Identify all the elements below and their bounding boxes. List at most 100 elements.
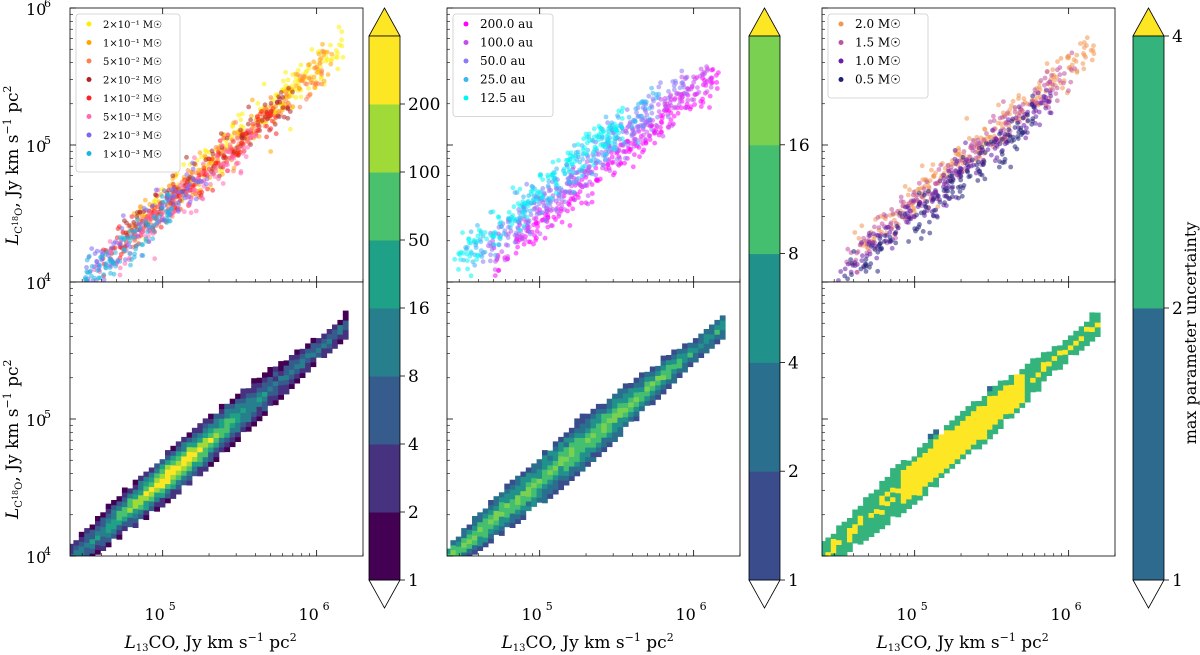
scatter-point bbox=[501, 231, 507, 236]
scatter-point bbox=[145, 221, 151, 227]
heatmap-cell bbox=[1084, 321, 1090, 327]
heatmap-cell bbox=[568, 471, 575, 477]
scatter-point bbox=[685, 97, 691, 103]
heatmap-cell bbox=[617, 407, 624, 413]
heatmap-cell bbox=[954, 420, 961, 426]
heatmap-cell bbox=[445, 558, 451, 563]
scatter-point bbox=[488, 252, 493, 258]
scatter-point bbox=[212, 174, 218, 179]
scatter-point bbox=[1007, 134, 1013, 140]
colorbar-segment bbox=[749, 253, 780, 363]
scatter-point bbox=[113, 250, 118, 255]
heatmap-cell bbox=[272, 380, 279, 387]
scatter-point bbox=[582, 151, 587, 156]
heatmap-cell bbox=[1078, 335, 1085, 342]
heatmap-cell bbox=[332, 329, 338, 335]
heatmap-cell bbox=[310, 352, 317, 358]
heatmap-cell bbox=[1014, 393, 1020, 399]
heatmap-cell bbox=[251, 421, 257, 427]
heatmap-cell bbox=[660, 370, 667, 376]
heatmap-cell bbox=[585, 447, 591, 453]
heatmap-cell bbox=[73, 545, 80, 551]
scatter-point bbox=[456, 267, 461, 272]
scatter-point bbox=[457, 252, 463, 257]
heatmap-cell bbox=[229, 422, 236, 428]
heatmap-cell bbox=[1035, 367, 1042, 373]
scatter-point bbox=[664, 105, 670, 110]
heatmap-cell bbox=[466, 548, 473, 554]
scatter-point bbox=[672, 87, 677, 93]
heatmap-cell bbox=[590, 456, 597, 462]
scatter-point bbox=[89, 264, 95, 269]
scatter-point bbox=[117, 242, 122, 248]
heatmap-cell bbox=[202, 452, 209, 458]
heatmap-cell bbox=[558, 470, 564, 476]
scatter-point bbox=[119, 226, 125, 231]
heatmap-cell bbox=[175, 451, 182, 457]
scatter-point bbox=[957, 189, 963, 195]
heatmap-cell bbox=[256, 387, 263, 393]
heatmap-cell bbox=[520, 481, 527, 487]
scatter-point bbox=[1001, 99, 1006, 104]
y-tick-exp: 6 bbox=[44, 0, 51, 10]
scatter-point bbox=[86, 253, 92, 259]
heatmap-cell bbox=[95, 530, 101, 536]
heatmap-cell bbox=[676, 353, 683, 359]
scatter-point bbox=[575, 142, 581, 147]
heatmap-cell bbox=[558, 460, 564, 467]
scatter-point bbox=[612, 146, 618, 152]
colorbar-tick-label: 16 bbox=[788, 136, 810, 156]
heatmap-cell bbox=[900, 503, 907, 509]
scatter-panel-1: 2×10⁻¹ M☉1×10⁻¹ M☉5×10⁻² M☉2×10⁻² M☉1×10… bbox=[69, 7, 364, 283]
heatmap-cell bbox=[639, 386, 645, 392]
heatmap-cell bbox=[1030, 372, 1036, 378]
scatter-point bbox=[1009, 118, 1015, 124]
scatter-point bbox=[589, 199, 595, 205]
heatmap-cell bbox=[649, 390, 656, 396]
heatmap-cell bbox=[332, 343, 338, 349]
heatmap-cell bbox=[960, 444, 966, 450]
scatter-point bbox=[889, 207, 895, 212]
scatter-point bbox=[647, 137, 653, 143]
heatmap-cell bbox=[127, 522, 134, 528]
heatmap-cell bbox=[911, 470, 918, 476]
scatter-point bbox=[938, 162, 944, 168]
scatter-point bbox=[977, 150, 983, 156]
heatmap-cell bbox=[649, 371, 656, 377]
colorbar-tick-label: 8 bbox=[408, 367, 419, 387]
heatmap-cell bbox=[574, 432, 581, 438]
heatmap-cell bbox=[987, 386, 993, 392]
heatmap-cell bbox=[1003, 409, 1009, 415]
scatter-point bbox=[650, 90, 656, 96]
colorbar-tick-label: 200 bbox=[408, 95, 440, 115]
heatmap-cell bbox=[890, 511, 896, 517]
heatmap-cell bbox=[267, 371, 274, 377]
heatmap-cell bbox=[262, 377, 268, 383]
heatmap-cell bbox=[938, 453, 945, 459]
scatter-point bbox=[906, 239, 911, 244]
scatter-point bbox=[192, 155, 197, 161]
scatter-point bbox=[280, 105, 286, 110]
heatmap-cell bbox=[299, 353, 306, 359]
legend-marker bbox=[463, 58, 469, 64]
scatter-point bbox=[908, 216, 914, 222]
heatmap-cell bbox=[326, 343, 333, 349]
colorbar-extend-top bbox=[1132, 7, 1165, 37]
scatter-point bbox=[511, 204, 517, 210]
scatter-point bbox=[524, 214, 530, 220]
heatmap-cell bbox=[1019, 378, 1026, 384]
heatmap-cell bbox=[525, 496, 532, 502]
scatter-point bbox=[488, 258, 493, 264]
scatter-point bbox=[698, 66, 704, 72]
heatmap-cell bbox=[299, 363, 306, 369]
heatmap-cell bbox=[890, 468, 896, 474]
scatter-point bbox=[1037, 122, 1043, 128]
heatmap-cell bbox=[927, 448, 934, 454]
heatmap-cell bbox=[235, 412, 241, 418]
heatmap-cell bbox=[590, 437, 597, 443]
heatmap-cell bbox=[245, 426, 252, 432]
scatter-point bbox=[946, 168, 952, 174]
heatmap-cell bbox=[197, 427, 204, 434]
heatmap-cell bbox=[574, 461, 581, 467]
heatmap-cell bbox=[498, 497, 505, 503]
